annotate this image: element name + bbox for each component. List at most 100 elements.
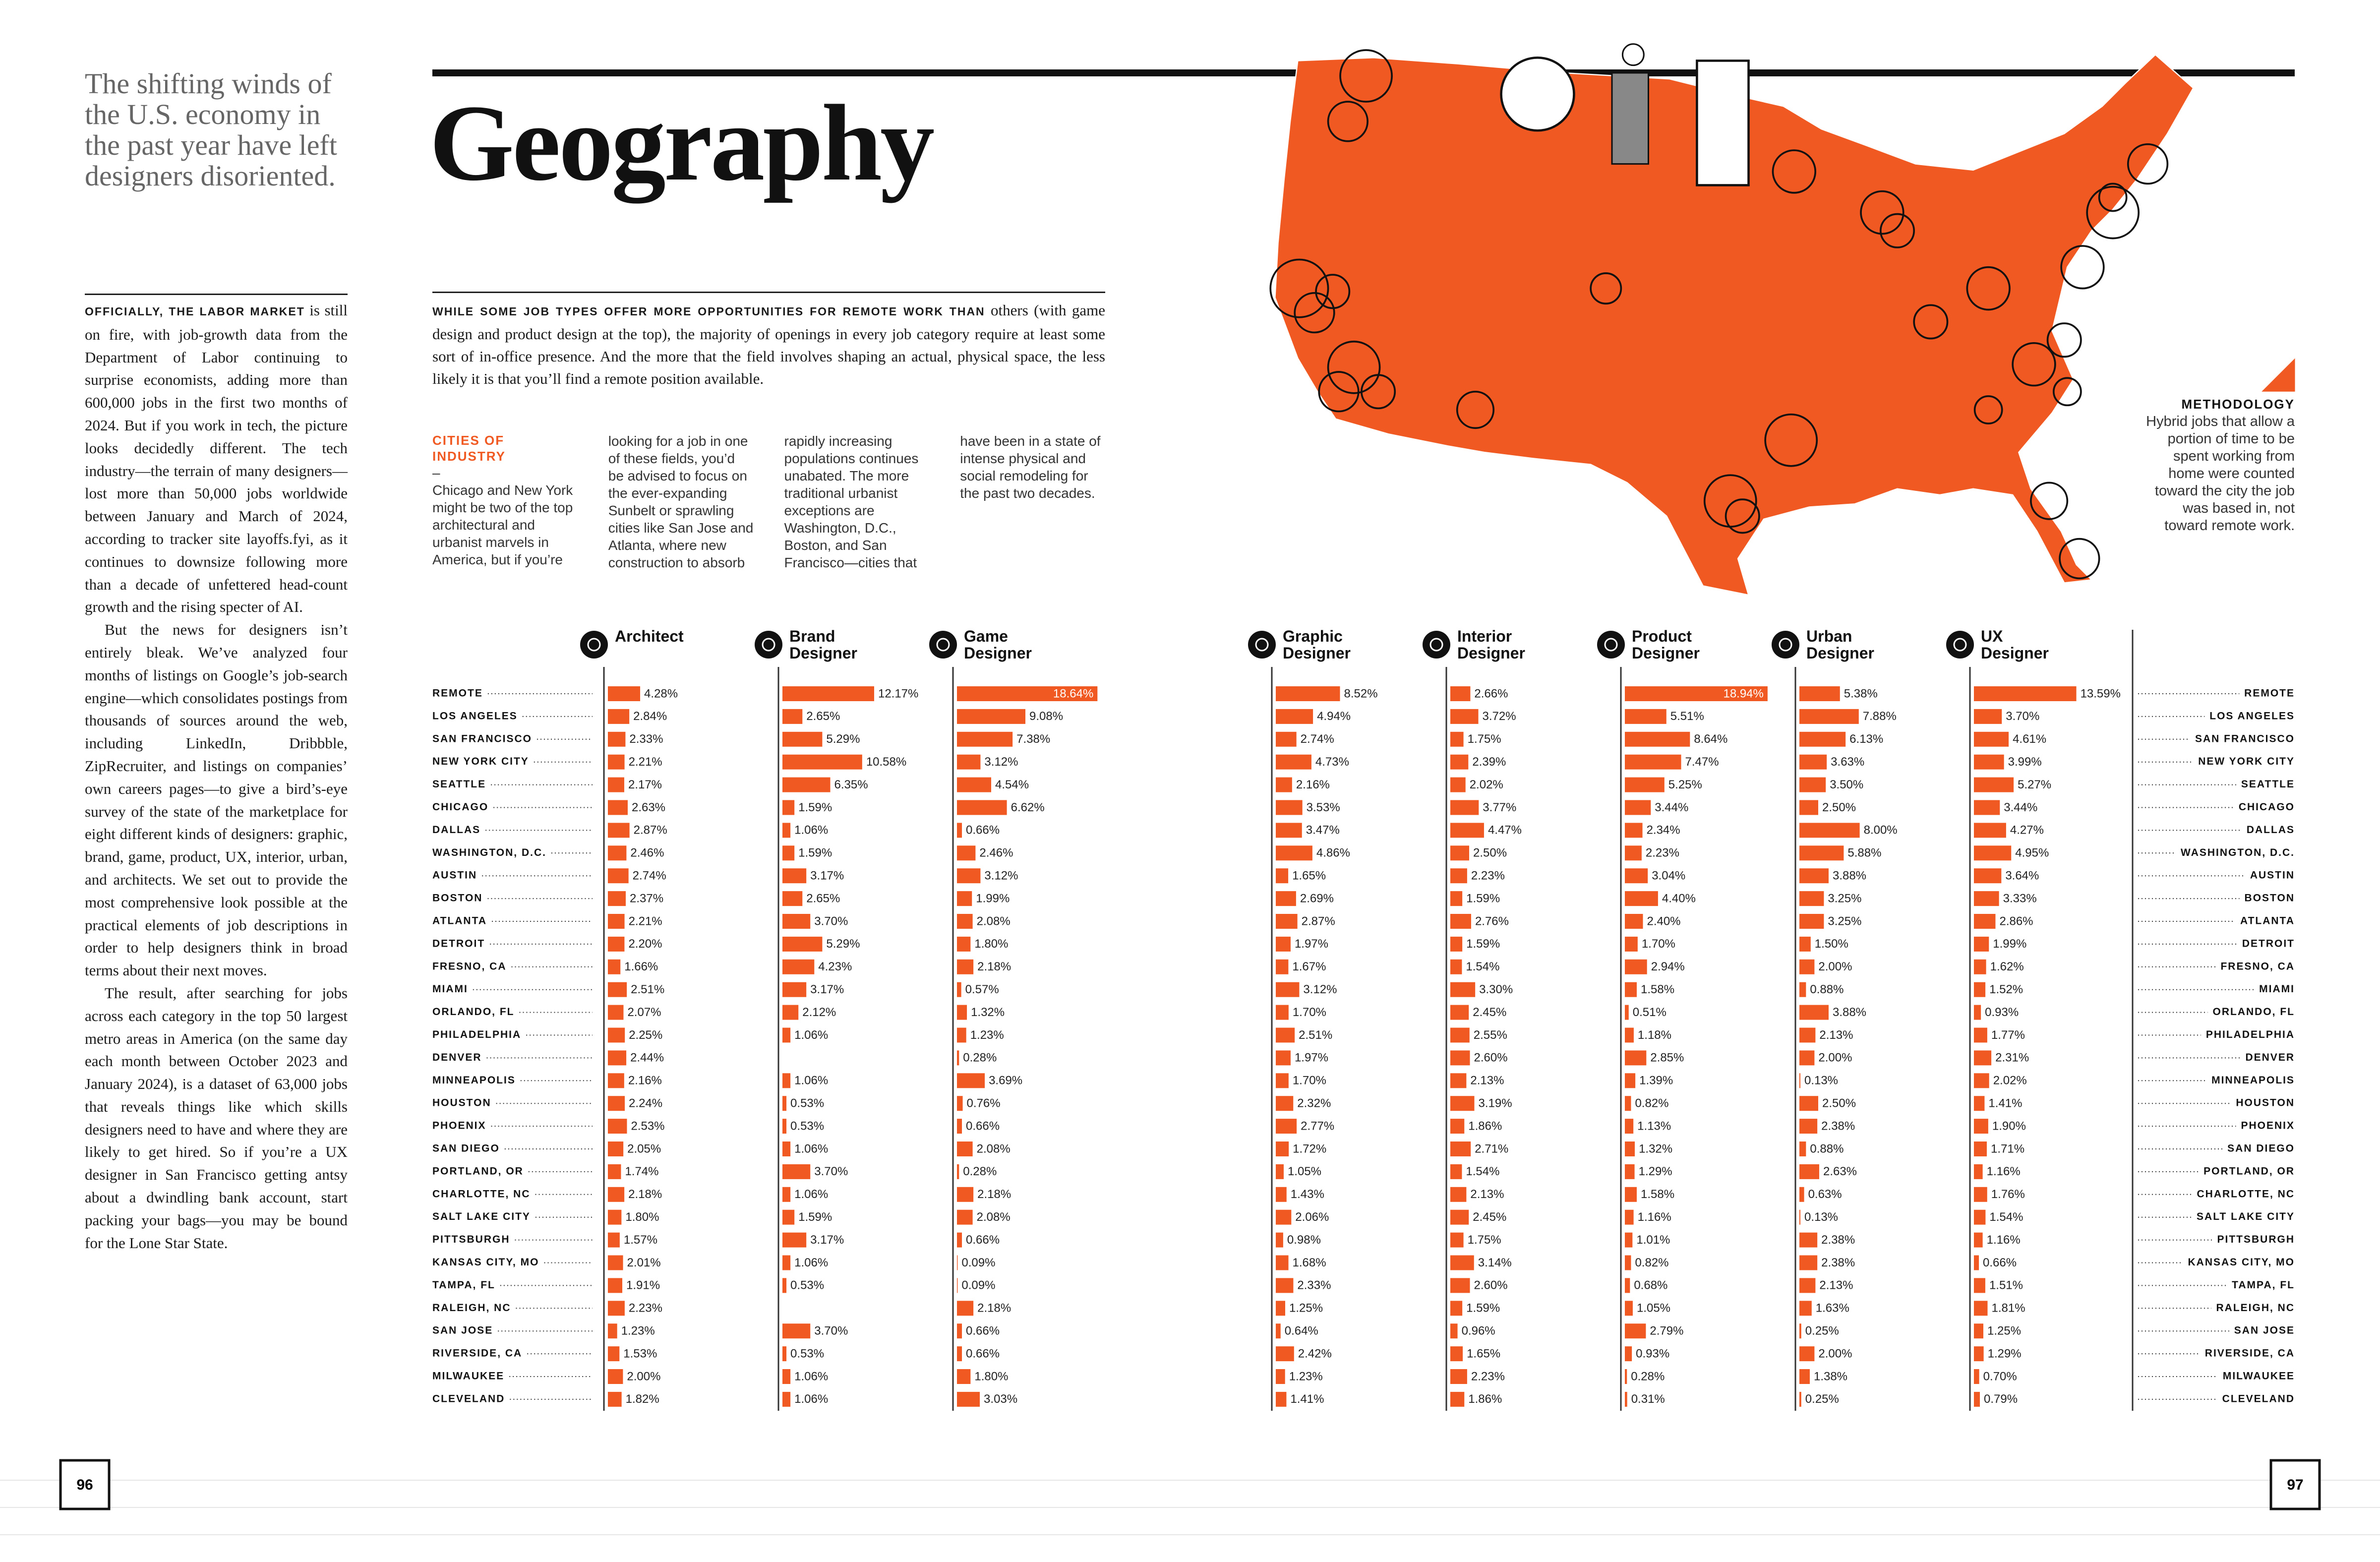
bar — [1450, 1209, 1469, 1225]
bar — [782, 754, 862, 770]
value-label: 1.70% — [1293, 1074, 1326, 1087]
value-label: 1.63% — [1816, 1302, 1849, 1315]
bar — [1276, 959, 1289, 974]
value-label: 18.94% — [1723, 687, 1763, 700]
value-label: 7.88% — [1863, 710, 1897, 723]
city-label: CHICAGO — [432, 801, 488, 813]
bar — [957, 1005, 967, 1020]
column-icon-glyph — [1255, 638, 1269, 652]
bar — [608, 982, 627, 997]
bar — [1625, 936, 1638, 952]
bar — [1450, 1073, 1467, 1088]
column-icon-glyph — [1779, 638, 1792, 652]
city-label: MIAMI — [432, 983, 468, 995]
bar — [1974, 1005, 1981, 1020]
bar — [1625, 1164, 1635, 1179]
bar — [1799, 1187, 1804, 1202]
value-label: 2.33% — [1297, 1279, 1331, 1292]
bar — [782, 731, 823, 747]
value-label: 10.58% — [866, 755, 906, 769]
value-label: 3.14% — [1478, 1256, 1512, 1269]
city-label: SAN JOSE — [2234, 1325, 2295, 1336]
value-label: 0.28% — [1631, 1370, 1665, 1383]
city-label: PHOENIX — [2241, 1120, 2295, 1132]
bar — [1799, 1050, 1815, 1066]
bar — [1450, 845, 1469, 861]
bar — [1974, 731, 2009, 747]
value-label: 1.99% — [1993, 937, 2026, 951]
value-label: 1.91% — [626, 1279, 660, 1292]
bar — [1276, 1119, 1297, 1134]
value-label: 3.64% — [2005, 869, 2039, 883]
value-label: 1.16% — [1987, 1233, 2021, 1247]
column-icon — [755, 631, 782, 659]
value-label: 4.28% — [644, 687, 678, 700]
city-label: KANSAS CITY, MO — [2188, 1257, 2295, 1268]
value-label: 1.05% — [1637, 1302, 1670, 1315]
bar — [1974, 1255, 1979, 1270]
value-label: 2.38% — [1821, 1256, 1855, 1269]
value-label: 0.53% — [790, 1119, 824, 1133]
value-label: 13.59% — [2081, 687, 2121, 700]
value-label: 0.76% — [967, 1097, 1001, 1110]
bar — [1799, 1027, 1816, 1043]
bar — [782, 1278, 787, 1293]
value-label: 5.29% — [826, 732, 860, 746]
bar — [1625, 1323, 1646, 1339]
bar — [1625, 1369, 1627, 1384]
bar — [957, 1346, 962, 1362]
bar — [608, 891, 626, 906]
value-label: 2.60% — [1474, 1051, 1508, 1065]
bar — [1799, 1119, 1818, 1134]
paragraph: But the news for designers isn’t entirel… — [85, 621, 348, 979]
value-label: 1.71% — [1991, 1142, 2024, 1155]
lead-in: OFFICIALLY, THE LABOR MARKET — [85, 305, 305, 318]
value-label: 3.25% — [1828, 892, 1861, 905]
bar — [957, 731, 1013, 747]
value-label: 0.79% — [1984, 1392, 2018, 1406]
value-label: 1.16% — [1638, 1210, 1671, 1224]
value-label: 2.69% — [1300, 892, 1334, 905]
column-header: Game Designer — [964, 627, 1032, 662]
bar — [1974, 1232, 1983, 1248]
bar — [957, 891, 972, 906]
bar — [608, 1005, 624, 1020]
lead-in: WHILE SOME JOB TYPES OFFER MORE OPPORTUN… — [432, 305, 985, 318]
bar — [608, 1141, 624, 1156]
value-label: 1.23% — [970, 1028, 1004, 1042]
value-label: 1.77% — [1991, 1028, 2025, 1042]
value-label: 4.54% — [995, 778, 1029, 791]
value-label: 2.74% — [1301, 732, 1334, 746]
city-label: ORLANDO, FL — [432, 1006, 514, 1018]
bar — [608, 686, 641, 701]
value-label: 1.80% — [974, 937, 1008, 951]
value-label: 0.93% — [1636, 1347, 1669, 1360]
bar — [608, 1096, 625, 1111]
bar — [1974, 1073, 1989, 1088]
value-label: 4.94% — [1317, 710, 1351, 723]
sidebar: CITIES OF INDUSTRY – Chicago and New Yor… — [432, 432, 1105, 581]
value-label: 0.70% — [1983, 1370, 2017, 1383]
bar — [1625, 1141, 1635, 1156]
value-label: 18.64% — [1053, 687, 1093, 700]
bar — [1276, 1255, 1289, 1270]
value-label: 2.63% — [1823, 1165, 1857, 1178]
bar — [1974, 1119, 1988, 1134]
city-label: TAMPA, FL — [432, 1279, 495, 1291]
bar — [1450, 1141, 1471, 1156]
value-label: 2.18% — [628, 1188, 662, 1201]
value-label: 1.51% — [1989, 1279, 2023, 1292]
bar — [957, 1119, 962, 1134]
city-label: KANSAS CITY, MO — [432, 1257, 539, 1268]
value-label: 2.33% — [629, 732, 663, 746]
value-label: 3.44% — [2004, 801, 2037, 814]
bar — [1974, 1209, 1986, 1225]
bar — [1625, 731, 1690, 747]
value-label: 1.52% — [1989, 983, 2023, 996]
bar — [957, 1209, 973, 1225]
value-label: 1.57% — [624, 1233, 657, 1247]
value-label: 2.21% — [629, 755, 662, 769]
value-label: 0.66% — [1983, 1256, 2017, 1269]
bar — [1974, 709, 2002, 724]
bar — [1450, 1255, 1474, 1270]
